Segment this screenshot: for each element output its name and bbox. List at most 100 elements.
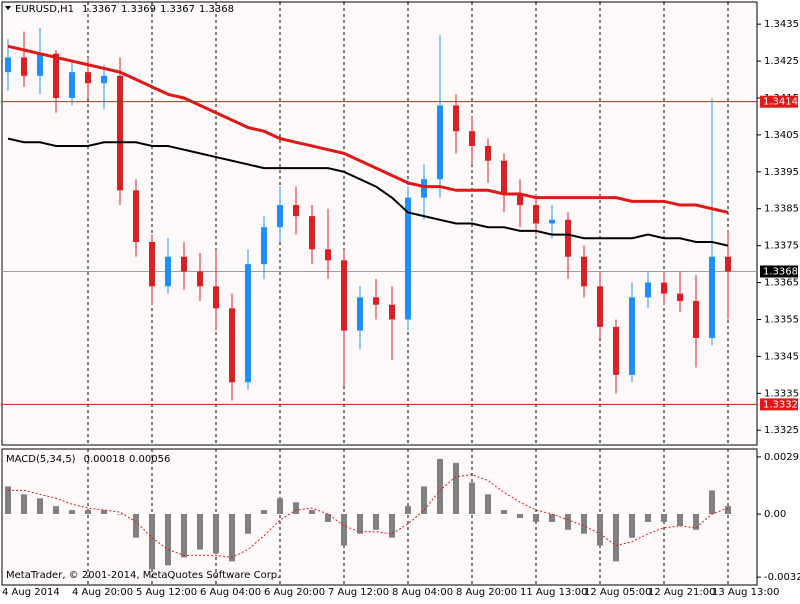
macd-bar xyxy=(101,510,107,515)
macd-bar xyxy=(485,494,491,515)
macd-bar xyxy=(181,514,187,558)
macd-bar xyxy=(325,514,331,522)
candle-body xyxy=(405,197,411,320)
macd-bar xyxy=(453,462,459,515)
menu-icon xyxy=(5,6,11,10)
macd-bar xyxy=(693,514,699,530)
macd-bar xyxy=(69,510,75,515)
candle-body xyxy=(53,53,59,98)
candle-body xyxy=(389,304,395,320)
macd-bar xyxy=(437,458,443,515)
copyright: MetaTrader, © 2001-2014, MetaQuotes Soft… xyxy=(6,570,280,581)
title-value: 0.00056 xyxy=(129,454,170,465)
macd-bar xyxy=(581,514,587,534)
macd-bar xyxy=(357,514,363,534)
x-tick-label: 5 Aug 12:00 xyxy=(136,587,197,598)
candle-body xyxy=(469,131,475,146)
macd-bar xyxy=(661,514,667,522)
macd-bar xyxy=(165,514,171,566)
candle-body xyxy=(549,219,555,224)
current-price-label: 1.3368 xyxy=(763,266,798,277)
macd-bar xyxy=(277,498,283,515)
title-value: 1.3369 xyxy=(121,4,156,15)
current-price-tag xyxy=(760,265,798,278)
macd-bar xyxy=(37,498,43,515)
level-tag xyxy=(760,95,798,108)
y-tick-label: 1.3365 xyxy=(764,278,799,289)
candle-body xyxy=(277,205,283,228)
macd-bar xyxy=(565,514,571,530)
macd-bar xyxy=(117,514,123,515)
candle-body xyxy=(709,256,715,338)
candle-body xyxy=(581,256,587,287)
x-tick-label: 12 Aug 05:00 xyxy=(584,587,651,598)
price-panel xyxy=(1,1,758,446)
candle-body xyxy=(213,286,219,309)
candle-body xyxy=(245,264,251,383)
candle-body xyxy=(677,293,683,302)
candle-body xyxy=(197,271,203,287)
x-tick-label: 6 Aug 04:00 xyxy=(200,587,261,598)
macd-bar xyxy=(53,506,59,515)
x-tick-label: 8 Aug 20:00 xyxy=(456,587,517,598)
macd-bar xyxy=(229,514,235,562)
x-tick-label: 8 Aug 04:00 xyxy=(392,587,453,598)
y-tick-label: 1.3395 xyxy=(764,167,799,178)
macd-bar xyxy=(213,514,219,554)
candle-body xyxy=(613,326,619,375)
macd-bar xyxy=(677,514,683,526)
macd-bar xyxy=(645,514,651,522)
y-tick-label: 1.3335 xyxy=(764,388,799,399)
moving-average xyxy=(7,137,729,247)
macd-bar xyxy=(501,510,507,515)
candle-body xyxy=(229,308,235,383)
candle-body xyxy=(5,57,11,73)
candle-body xyxy=(501,160,507,194)
candle-body xyxy=(565,219,571,257)
title-name: MACD(5,34,5) xyxy=(6,454,76,465)
level-tag xyxy=(760,398,798,411)
candle-body xyxy=(293,205,299,217)
moving-average xyxy=(7,44,729,214)
candle-body xyxy=(517,193,523,206)
macd-bar xyxy=(709,490,715,515)
macd-bar xyxy=(421,486,427,515)
candle-body xyxy=(645,282,651,298)
y-tick-label: -0.0032 xyxy=(764,572,800,583)
chart-title: EURUSD,H1 1.3367 1.3369 1.3367 1.3368 xyxy=(15,4,234,15)
candle-body xyxy=(165,256,171,287)
macd-bar xyxy=(613,514,619,562)
candle-body xyxy=(725,256,731,272)
candle-body xyxy=(357,297,363,331)
candle-body xyxy=(373,297,379,305)
candle-body xyxy=(37,53,43,76)
title-name: EURUSD,H1 xyxy=(15,4,74,15)
candle-body xyxy=(117,75,123,191)
macd-bar xyxy=(133,514,139,538)
candle-body xyxy=(533,205,539,224)
y-tick-label: 1.3405 xyxy=(764,130,799,141)
macd-bar xyxy=(5,486,11,515)
macd-bar xyxy=(197,514,203,550)
macd-bar xyxy=(725,506,731,515)
candle-body xyxy=(597,286,603,327)
candle-body xyxy=(21,57,27,76)
x-tick-label: 12 Aug 21:00 xyxy=(648,587,715,598)
candle-body xyxy=(453,105,459,132)
macd-bar xyxy=(245,514,251,534)
macd-bar xyxy=(597,514,603,546)
macd-bar xyxy=(389,514,395,538)
level-label: 1.3332 xyxy=(763,399,798,410)
candle-body xyxy=(149,241,155,287)
macd-bar xyxy=(549,514,555,522)
macd-bar xyxy=(469,482,475,515)
title-value: 1.3368 xyxy=(199,4,234,15)
title-value: 0.00018 xyxy=(84,454,125,465)
macd-panel xyxy=(1,448,758,586)
candle-body xyxy=(85,72,91,84)
indicator-title: MACD(5,34,5) 0.00018 0.00056 xyxy=(6,454,170,465)
macd-bar xyxy=(293,502,299,515)
y-tick-label: 0.00 xyxy=(764,509,786,520)
